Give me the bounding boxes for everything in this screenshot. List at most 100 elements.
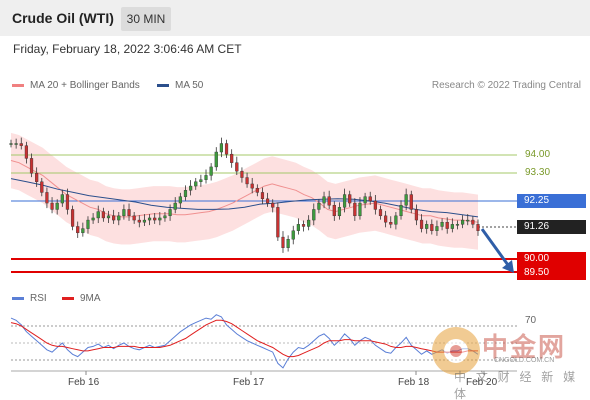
- candle-body: [271, 202, 275, 208]
- price-candle: [153, 213, 157, 224]
- candle-body: [219, 143, 224, 153]
- candle-body: [153, 217, 157, 221]
- candle-body: [65, 194, 70, 210]
- candle-body: [322, 196, 326, 204]
- candle-body: [245, 177, 249, 185]
- x-tick-label-4: Feb 20: [466, 377, 498, 388]
- price-candle: [235, 156, 239, 175]
- candle-body: [461, 219, 465, 225]
- price-candle: [296, 218, 300, 235]
- candle-body: [76, 226, 80, 234]
- watermark-brand: 中金网: [482, 333, 567, 363]
- price-candle: [307, 215, 311, 231]
- price-candle: [394, 211, 398, 230]
- price-candle: [214, 147, 218, 171]
- price-candle: [91, 213, 95, 224]
- candle-body: [45, 192, 49, 204]
- price-candle: [368, 191, 372, 205]
- candle-body: [230, 153, 234, 163]
- price-candle: [65, 188, 70, 215]
- candle-body: [117, 215, 121, 221]
- candle-body: [60, 194, 64, 204]
- price-candle: [466, 214, 470, 226]
- candle-body: [342, 194, 347, 208]
- candle-body: [24, 145, 28, 159]
- candle-body: [137, 219, 141, 223]
- x-tick-label-1: Feb 16: [68, 377, 100, 388]
- candle-body: [132, 215, 136, 221]
- candle-body: [476, 224, 480, 231]
- candle-body: [378, 209, 383, 217]
- price-candle: [260, 187, 265, 204]
- candle-body: [276, 207, 280, 238]
- price-candle: [245, 172, 249, 188]
- price-candle: [430, 219, 434, 235]
- candle-body: [317, 202, 321, 210]
- price-candle: [404, 188, 408, 211]
- price-candle: [9, 139, 13, 148]
- candle-body: [194, 181, 198, 187]
- price-candle: [132, 211, 136, 224]
- price-candles: [9, 137, 480, 253]
- price-candle: [194, 177, 198, 190]
- candle-body: [419, 219, 424, 229]
- price-candle: [276, 202, 280, 241]
- candle-body: [260, 192, 265, 200]
- candle-body: [435, 226, 439, 231]
- candle-body: [209, 166, 213, 176]
- price-candle: [204, 169, 208, 184]
- candle-body: [363, 196, 367, 204]
- price-candle: [425, 220, 429, 234]
- candle-body: [301, 224, 306, 227]
- price-candle: [117, 211, 121, 226]
- price-candle: [476, 219, 480, 236]
- candle-body: [224, 143, 229, 155]
- legend-rsi-label: RSI: [30, 293, 47, 304]
- timeframe-button[interactable]: 30 MIN: [121, 7, 171, 31]
- candle-body: [312, 209, 316, 221]
- candle-body: [368, 196, 372, 202]
- candle-body: [240, 170, 244, 178]
- price-candle: [250, 177, 254, 194]
- candle-body: [189, 185, 193, 191]
- candle-body: [265, 198, 270, 204]
- candle-body: [296, 224, 300, 231]
- candle-body: [394, 215, 398, 225]
- price-candle: [332, 201, 336, 221]
- price-candle: [450, 218, 454, 233]
- legend-9ma-swatch: [62, 297, 74, 300]
- price-candle: [55, 199, 59, 215]
- price-candle: [96, 205, 100, 224]
- candle-body: [414, 209, 419, 221]
- price-candle: [358, 197, 362, 220]
- price-candle: [373, 194, 377, 215]
- price-candle: [168, 204, 172, 221]
- price-candle: [471, 216, 475, 229]
- legend-bollinger-label: MA 20 + Bollinger Bands: [30, 80, 140, 91]
- candle-body: [127, 209, 131, 217]
- price-candle: [183, 185, 188, 201]
- watermark-logo-icon: [432, 327, 480, 375]
- instrument-title: Crude Oil (WTI): [12, 10, 114, 26]
- candle-body: [14, 143, 18, 145]
- candle-body: [332, 204, 336, 217]
- candle-body: [466, 219, 470, 222]
- candle-body: [55, 202, 59, 210]
- price-candle: [122, 204, 126, 220]
- candle-body: [291, 230, 295, 240]
- price-candle: [353, 198, 357, 221]
- candle-body: [358, 202, 362, 217]
- candle-body: [281, 236, 285, 248]
- candle-body: [204, 175, 208, 180]
- x-tick-label-2: Feb 17: [233, 377, 265, 388]
- candle-body: [430, 224, 434, 231]
- price-candle: [70, 205, 75, 231]
- candle-body: [106, 215, 111, 219]
- price-candle: [312, 203, 316, 226]
- legend-rsi-swatch: [12, 297, 24, 300]
- price-candle: [40, 177, 44, 197]
- candle-body: [147, 217, 152, 221]
- price-candle: [142, 214, 147, 227]
- price-candle: [14, 138, 18, 149]
